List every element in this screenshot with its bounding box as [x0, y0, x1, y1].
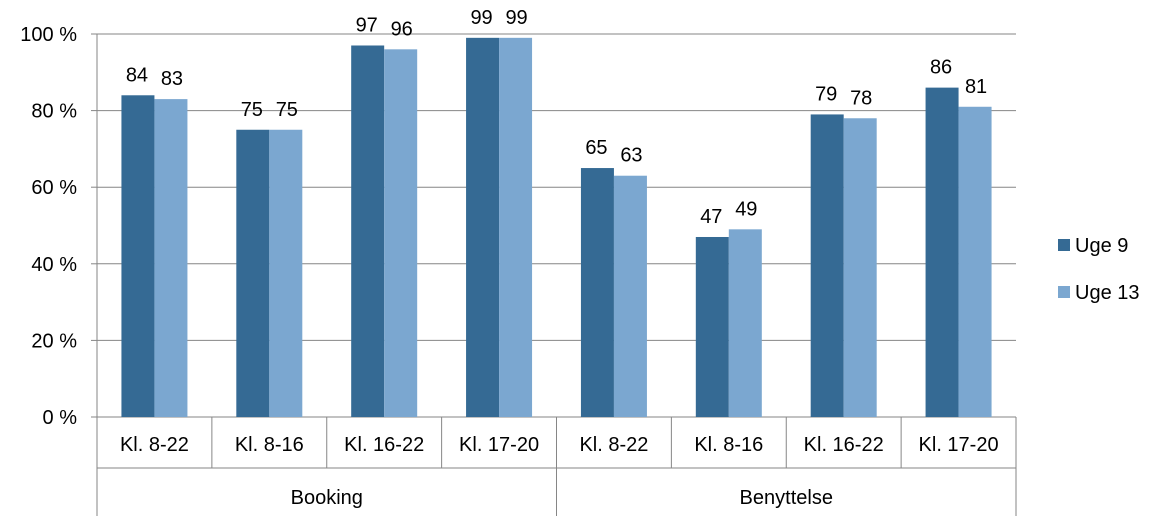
x-tick-label: Kl. 8-22: [579, 434, 648, 456]
x-tick-label: Kl. 16-22: [804, 434, 884, 456]
data-label: 96: [391, 18, 413, 40]
bar: [958, 106, 992, 418]
data-label: 86: [930, 57, 952, 79]
bar: [121, 95, 155, 417]
bar: [728, 229, 762, 417]
bar: [351, 45, 385, 418]
y-tick-label: 40 %: [31, 254, 77, 276]
legend-swatch: [1058, 286, 1070, 298]
data-label: 81: [965, 76, 987, 98]
data-label: 49: [735, 198, 757, 220]
data-label: 75: [241, 99, 263, 121]
group-label: Benyttelse: [740, 487, 833, 509]
legend-label: Uge 13: [1075, 282, 1140, 304]
data-label: 83: [161, 68, 183, 90]
bar: [236, 129, 270, 417]
y-tick-label: 60 %: [31, 177, 77, 199]
bar: [810, 114, 844, 418]
y-tick-label: 80 %: [31, 101, 77, 123]
bar: [580, 168, 614, 417]
x-tick-label: Kl. 8-22: [120, 434, 189, 456]
bar: [499, 37, 533, 418]
x-tick-label: Kl. 8-16: [694, 434, 763, 456]
data-label: 75: [276, 99, 298, 121]
bar: [384, 49, 418, 417]
data-label: 97: [356, 14, 378, 36]
y-tick-label: 0 %: [43, 407, 78, 429]
data-label: 99: [470, 7, 492, 29]
y-tick-label: 100 %: [20, 24, 77, 46]
data-label: 63: [620, 145, 642, 167]
data-label: 84: [126, 64, 148, 86]
legend-label: Uge 9: [1075, 235, 1128, 257]
bar: [843, 118, 877, 417]
data-label: 79: [815, 83, 837, 105]
x-tick-label: Kl. 16-22: [344, 434, 424, 456]
data-label: 47: [700, 206, 722, 228]
x-tick-label: Kl. 17-20: [459, 434, 539, 456]
bar: [269, 129, 303, 417]
bar: [695, 236, 729, 417]
bar: [466, 37, 500, 418]
data-label: 78: [850, 87, 872, 109]
bar: [154, 99, 188, 418]
data-label: 99: [505, 7, 527, 29]
x-tick-label: Kl. 17-20: [919, 434, 999, 456]
x-tick-label: Kl. 8-16: [235, 434, 304, 456]
group-label: Booking: [291, 487, 363, 509]
y-tick-label: 20 %: [31, 330, 77, 352]
bar: [613, 175, 647, 417]
legend-swatch: [1058, 239, 1070, 251]
data-label: 65: [585, 137, 607, 159]
bar: [925, 87, 959, 418]
